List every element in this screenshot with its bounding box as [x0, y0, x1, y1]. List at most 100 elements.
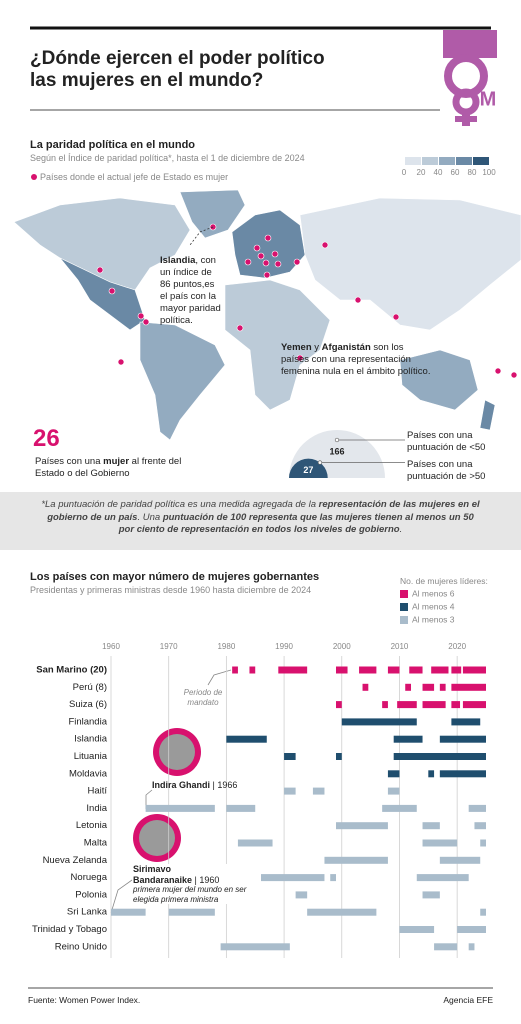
indira-label: Indira Ghandi | 1966 — [152, 780, 237, 790]
term-bar — [336, 822, 388, 830]
dot — [510, 371, 518, 379]
period-note: Periodo de mandato — [183, 688, 223, 707]
term-bar — [431, 666, 449, 674]
legend-label: Al menos 4 — [412, 601, 455, 611]
summary-text: Países con una mujer al frente del Estad… — [35, 456, 185, 480]
row-label: Islandia — [74, 734, 107, 745]
dot — [253, 244, 261, 252]
leader-dot — [317, 460, 323, 465]
x-tick-label: 1980 — [217, 642, 235, 651]
term-bar — [439, 735, 486, 743]
term-bar — [226, 735, 267, 743]
term-bar — [468, 804, 486, 812]
term-bar — [451, 683, 486, 691]
semicircle-value: 27 — [303, 465, 313, 475]
legend-swatch — [400, 616, 408, 624]
note: *La puntuación de paridad política es un… — [40, 499, 481, 537]
term-bar — [399, 926, 435, 933]
mexico-central-america — [59, 257, 146, 331]
text: Países con una — [35, 456, 104, 467]
dot — [321, 241, 329, 249]
term-bar — [457, 926, 486, 933]
dot — [296, 354, 304, 362]
row-label: Noruega — [71, 872, 108, 883]
world-map — [13, 189, 521, 441]
dot — [354, 296, 362, 304]
term-bar — [336, 666, 348, 674]
x-tick-label: 2000 — [333, 642, 351, 651]
text: . — [399, 524, 403, 535]
dot — [244, 258, 252, 266]
legend-label: Al menos 6 — [412, 588, 455, 598]
term-bar — [480, 908, 486, 916]
dot-legend: Países donde el actual jefe de Estado es… — [40, 172, 229, 182]
term-bar — [145, 804, 215, 812]
head-of-state-dots — [96, 223, 518, 379]
australia — [399, 349, 479, 411]
text: , con un índice de 86 puntos,es el país … — [160, 255, 221, 326]
legend-swatch — [405, 157, 421, 165]
bold: Islandia — [160, 255, 196, 266]
term-bar — [168, 908, 215, 916]
term-bar — [387, 666, 400, 674]
title-line: ¿Dónde ejercen el poder político — [30, 48, 325, 69]
bold: Yemen — [281, 342, 312, 353]
dot — [142, 318, 150, 326]
note-box — [0, 492, 521, 550]
legend-swatch — [473, 157, 489, 165]
name: Bandaranaike — [133, 874, 193, 885]
row-label: Lituania — [74, 751, 108, 762]
bold: puntuación de 100 representa que las muj… — [118, 511, 474, 536]
text: *La puntuación de paridad política es un… — [41, 499, 319, 510]
term-bar — [439, 856, 481, 864]
leader — [189, 226, 214, 246]
term-bar — [462, 701, 486, 709]
semicircle-label: Países con una puntuación de <50 — [407, 430, 486, 453]
bold: mujer — [103, 456, 130, 467]
term-bar — [422, 839, 458, 847]
semicircle — [289, 458, 328, 478]
legend-swatch — [400, 603, 408, 611]
term-bar — [261, 874, 325, 882]
title: ¿Dónde ejercen el poder político las muj… — [30, 48, 325, 92]
row-label: Perú (8) — [73, 682, 107, 693]
term-bar — [312, 787, 325, 795]
text: al frente del Estado o del Gobierno — [35, 456, 182, 479]
dot — [96, 266, 104, 274]
portrait — [139, 820, 175, 856]
legend-tick-label: 60 — [451, 168, 460, 177]
agency: Agencia EFE — [443, 995, 493, 1005]
leader — [110, 879, 133, 914]
term-bar — [451, 701, 461, 709]
x-tick-label: 1960 — [102, 642, 120, 651]
term-bar — [462, 666, 486, 674]
legend-label: Al menos 3 — [412, 614, 455, 624]
leader-dot — [334, 437, 340, 443]
row-label: Haití — [87, 786, 107, 797]
term-bar — [341, 718, 417, 726]
term-bar — [330, 874, 336, 882]
term-bar — [336, 701, 342, 709]
legend-swatch — [456, 157, 472, 165]
new-zealand — [479, 399, 496, 431]
text: y — [311, 342, 322, 353]
term-bar — [362, 683, 369, 691]
sirimavo-label: Sirimavo Bandaranaike | 1960 primera mujer… — [133, 864, 253, 904]
dot — [257, 252, 265, 260]
term-bar — [237, 839, 273, 847]
row-label: Suiza (6) — [69, 699, 107, 710]
term-bar — [232, 666, 238, 674]
dot — [264, 234, 272, 242]
term-bar — [422, 822, 440, 830]
text: . Una — [137, 511, 163, 523]
africa — [224, 279, 331, 411]
term-bar — [422, 683, 435, 691]
source: Fuente: Women Power Index. — [28, 995, 141, 1005]
dot — [293, 258, 301, 266]
term-bar — [468, 943, 475, 951]
legend-title: No. de mujeres líderes: — [400, 576, 488, 586]
summary-value: 26 — [33, 425, 60, 452]
term-bar — [111, 908, 146, 916]
x-tick-label: 2010 — [391, 642, 409, 651]
dot — [494, 367, 502, 375]
